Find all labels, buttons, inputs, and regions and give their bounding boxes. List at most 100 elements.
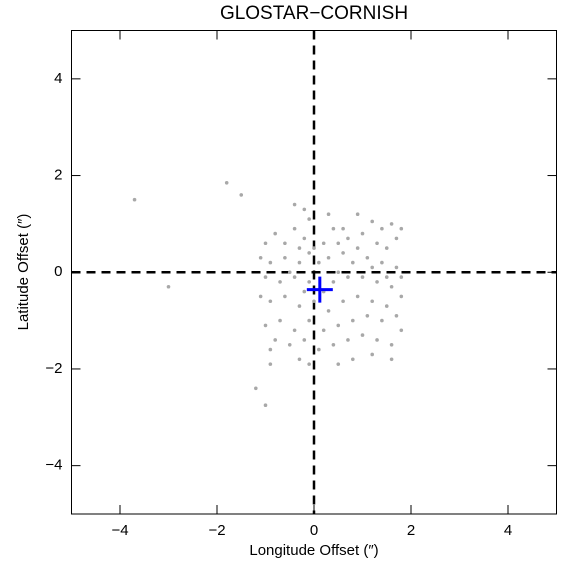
point (307, 251, 311, 255)
point (302, 207, 307, 212)
point (336, 323, 341, 328)
point (399, 294, 404, 299)
y-tick-label: 4 (54, 70, 62, 87)
point (239, 193, 244, 197)
point (326, 255, 331, 260)
point (321, 241, 326, 246)
point (394, 236, 399, 241)
point (346, 338, 350, 342)
point (384, 275, 389, 279)
point (302, 338, 307, 342)
point (351, 260, 355, 265)
point (389, 357, 394, 362)
point (360, 231, 365, 236)
y-tick-label: 0 (54, 263, 62, 280)
point (292, 226, 297, 231)
x-tick-label: 0 (310, 522, 318, 539)
x-tick-label: 4 (504, 522, 512, 539)
x-tick-label: 2 (407, 522, 415, 539)
point (326, 309, 331, 313)
point (258, 294, 263, 299)
point (370, 352, 375, 357)
point (263, 403, 268, 408)
point (360, 275, 365, 279)
point (375, 241, 379, 246)
point (287, 342, 292, 347)
point (384, 304, 389, 308)
point (380, 226, 384, 231)
point (336, 241, 341, 246)
point (355, 246, 360, 250)
point (263, 323, 268, 328)
point (394, 313, 399, 318)
point (302, 236, 307, 241)
point (346, 275, 350, 279)
point (341, 251, 345, 255)
point (283, 294, 287, 299)
point (389, 284, 394, 289)
point (317, 347, 321, 352)
point (341, 226, 345, 231)
y-tick-label: −4 (45, 457, 62, 474)
point (287, 270, 292, 275)
point (341, 299, 345, 304)
mean-marker (306, 276, 333, 303)
point (380, 318, 384, 323)
point (336, 362, 341, 366)
y-tick-label: 2 (54, 167, 62, 184)
point (375, 338, 379, 342)
point (370, 299, 375, 304)
point (336, 270, 341, 275)
point (268, 347, 273, 352)
point (307, 217, 311, 221)
point (278, 318, 282, 323)
point (399, 226, 404, 231)
point (312, 299, 316, 304)
point (355, 294, 360, 299)
point (351, 318, 355, 323)
point (331, 280, 336, 284)
y-tick-label: −2 (45, 360, 62, 377)
point (346, 236, 350, 241)
x-axis-label: Longitude Offset (″) (249, 542, 378, 559)
point (224, 181, 229, 185)
point (394, 265, 399, 270)
point (399, 275, 404, 279)
point (258, 255, 263, 260)
point (292, 202, 297, 207)
point (326, 212, 331, 217)
point (365, 313, 370, 318)
point (132, 197, 137, 202)
chart-title: GLOSTAR−CORNISH (220, 3, 408, 24)
point (355, 212, 360, 217)
point (273, 231, 278, 236)
point (263, 241, 268, 246)
point (370, 219, 375, 224)
point (297, 357, 302, 362)
point (292, 328, 297, 333)
point (166, 284, 171, 289)
point (399, 328, 404, 333)
point (317, 260, 321, 265)
x-tick-label: −4 (111, 522, 128, 539)
point (292, 275, 297, 279)
point (331, 342, 336, 347)
point (389, 342, 394, 347)
point (297, 246, 302, 250)
point (297, 304, 302, 308)
point (307, 318, 311, 323)
point (351, 357, 355, 362)
point (370, 265, 375, 270)
point (321, 328, 326, 333)
point (380, 260, 384, 265)
point (268, 260, 273, 265)
point (384, 246, 389, 250)
point (302, 289, 307, 294)
y-axis-label: Latitude Offset (″) (15, 214, 32, 331)
point (389, 222, 394, 226)
point (254, 386, 258, 391)
x-tick-label: −2 (208, 522, 225, 539)
point (273, 338, 278, 342)
